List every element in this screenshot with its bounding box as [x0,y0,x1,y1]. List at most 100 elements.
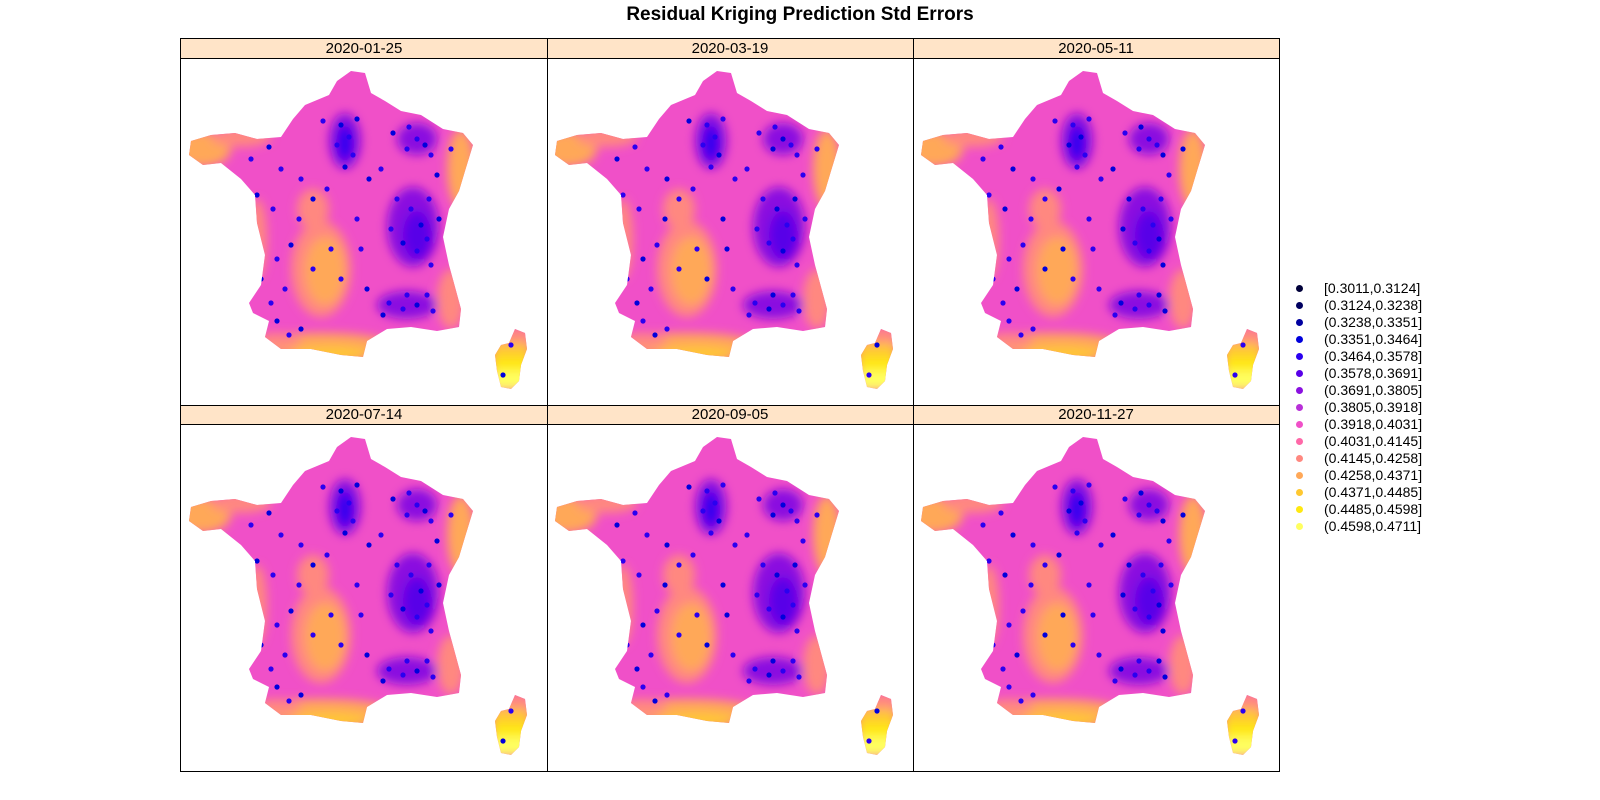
station-point [320,484,326,490]
station-point [248,156,254,162]
station-point [1240,342,1246,348]
station-point [1066,142,1072,148]
station-point [500,372,506,378]
panel-strip-label: 2020-11-27 [913,405,1279,425]
station-point [720,582,726,588]
station-point [1132,606,1138,612]
legend-label: [0.3011,0.3124] [1324,280,1421,296]
station-point [980,522,986,528]
station-point [282,652,288,658]
station-point [770,146,776,152]
station-point [1162,674,1168,680]
station-point [800,538,806,544]
station-point [732,542,738,548]
panel-2: 2020-03-19 [547,39,913,405]
station-point [1042,632,1048,638]
station-point [752,300,758,306]
station-point [746,678,752,684]
station-point [448,512,454,518]
station-point [428,262,434,268]
station-point [350,152,356,158]
station-point [1096,652,1102,658]
station-point [354,482,360,488]
station-point [430,674,436,680]
station-point [640,684,646,690]
station-point [866,372,872,378]
station-point [1146,302,1152,308]
station-point [648,286,654,292]
station-point [324,552,330,558]
legend-item: (0.3464,0.3578] [1296,348,1496,365]
station-point [338,642,344,648]
station-point [1240,708,1246,714]
station-point [1154,142,1160,148]
france-map [555,71,893,389]
station-point [676,632,682,638]
station-point [1232,738,1238,744]
station-point [980,156,986,162]
station-point [320,118,326,124]
station-point [1132,306,1138,312]
station-point [1146,668,1152,674]
france-map [189,71,527,389]
station-point [236,548,242,554]
station-point [620,192,626,198]
legend-item: (0.4031,0.4145] [1296,433,1496,450]
figure-title: Residual Kriging Prediction Std Errors [626,4,974,25]
station-point [780,248,786,254]
station-point [354,582,360,588]
station-point [766,672,772,678]
legend-swatch [1296,438,1303,445]
station-point [708,164,714,170]
station-point [780,136,786,142]
station-point [1006,318,1012,324]
station-point [744,166,750,172]
station-point [640,318,646,324]
station-point [1146,502,1152,508]
station-point [694,612,700,618]
station-point [662,582,668,588]
station-point [632,510,638,516]
station-point [400,672,406,678]
station-point [424,292,430,298]
station-point [636,572,642,578]
station-point [404,292,410,298]
station-point [298,542,304,548]
panel-strip-label: 2020-09-05 [547,405,913,425]
station-point [274,256,280,262]
station-point [752,666,758,672]
station-point [676,266,682,272]
station-point [434,538,440,544]
station-point [676,562,682,568]
station-point [584,534,590,540]
station-point [428,628,434,634]
legend-item: (0.3805,0.3918] [1296,399,1496,416]
station-point [700,142,706,148]
station-point [770,292,776,298]
station-point [328,246,334,252]
station-point [968,182,974,188]
station-point [1166,172,1172,178]
panel-4: 2020-07-14 [181,405,547,771]
station-point [1086,582,1092,588]
station-point [1136,292,1142,298]
station-point [266,510,272,516]
station-point [802,216,808,222]
station-point [298,326,304,332]
station-point [1146,614,1152,620]
station-point [724,246,730,252]
station-point [1042,266,1048,272]
station-point [1156,292,1162,298]
panel-3: 2020-05-11 [913,39,1279,405]
station-point [754,226,760,232]
station-point [770,512,776,518]
station-point [236,182,242,188]
station-point [364,652,370,658]
panel-strip-label: 2020-05-11 [913,39,1279,59]
station-point [794,628,800,634]
station-point [1168,582,1174,588]
station-point [814,512,820,518]
station-point [310,266,316,272]
legend-label: (0.4371,0.4485] [1324,484,1423,500]
station-point [1122,496,1128,502]
